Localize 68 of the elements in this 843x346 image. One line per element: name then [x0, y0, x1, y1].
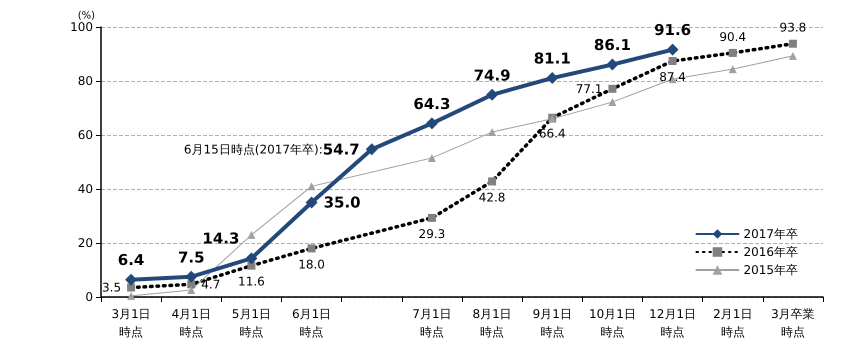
point — [486, 88, 498, 101]
x-tick-label: 3月卒業時点 — [771, 307, 815, 339]
point — [488, 128, 496, 136]
data-label: 66.4 — [538, 126, 566, 141]
x-tick-label: 7月1日時点 — [412, 307, 452, 339]
y-axis-title: (%) — [78, 10, 96, 22]
data-label: 93.8 — [780, 20, 806, 35]
y-tick-label: 100 — [70, 20, 93, 34]
x-tick-label: 8月1日時点 — [472, 307, 512, 339]
point — [608, 98, 616, 106]
point — [666, 44, 679, 56]
point — [668, 57, 677, 66]
data-label: 42.8 — [478, 190, 506, 204]
data-label: 74.9 — [474, 66, 511, 84]
legend-label: 2016年卒 — [743, 245, 798, 259]
x-tick-label: 6月1日時点 — [292, 307, 332, 339]
data-label: 18.0 — [298, 257, 325, 272]
x-tick-label: 9月1日時点 — [532, 307, 572, 339]
data-label: 64.3 — [413, 94, 450, 113]
point — [728, 48, 737, 57]
legend-label: 2015年卒 — [743, 263, 798, 277]
x-tick-label: 2月1日時点 — [713, 307, 752, 339]
data-label: 54.7 — [322, 140, 360, 158]
point — [247, 230, 256, 239]
point — [366, 143, 378, 156]
data-label: 7.5 — [178, 248, 205, 266]
y-tick-label: 60 — [78, 128, 93, 142]
annotation: 6月15日時点(2017年卒): — [184, 142, 323, 156]
data-label: 91.6 — [654, 21, 692, 40]
x-tick-label: 5月1日時点 — [232, 307, 272, 339]
point — [428, 214, 436, 222]
point — [728, 65, 737, 74]
data-label: 6.4 — [118, 251, 144, 270]
data-label: 81.1 — [534, 50, 571, 68]
data-label: 3.5 — [102, 280, 122, 295]
y-tick-label: 0 — [85, 290, 93, 304]
data-label: 77.1 — [576, 82, 602, 96]
legend-label: 2017年卒 — [743, 227, 798, 241]
data-label: 90.4 — [719, 30, 746, 44]
point — [546, 72, 558, 84]
y-tick-label: 40 — [78, 182, 93, 196]
data-label: 14.3 — [202, 229, 240, 248]
data-label: 4.7 — [201, 277, 220, 292]
point — [608, 84, 616, 93]
point — [788, 52, 797, 60]
point — [308, 244, 316, 252]
data-label: 29.3 — [418, 226, 446, 241]
data-label: 87.4 — [659, 70, 686, 84]
y-tick-label: 20 — [78, 236, 93, 250]
point — [426, 117, 438, 130]
y-tick-label: 80 — [78, 74, 93, 88]
point — [127, 284, 136, 292]
data-label: 11.6 — [238, 274, 265, 289]
point — [788, 40, 797, 48]
x-tick-label: 10月1日時点 — [588, 307, 636, 339]
x-tick-label: 12月1日時点 — [649, 307, 696, 339]
point — [306, 196, 318, 208]
point — [187, 286, 196, 294]
point — [127, 292, 136, 300]
point — [308, 182, 316, 190]
point — [428, 154, 436, 162]
data-label: 35.0 — [324, 194, 361, 212]
x-tick-label: 3月1日時点 — [111, 307, 151, 339]
point — [606, 58, 618, 71]
point — [245, 252, 258, 264]
data-label: 86.1 — [594, 36, 631, 54]
point — [488, 177, 496, 186]
x-tick-label: 4月1日時点 — [172, 307, 211, 339]
